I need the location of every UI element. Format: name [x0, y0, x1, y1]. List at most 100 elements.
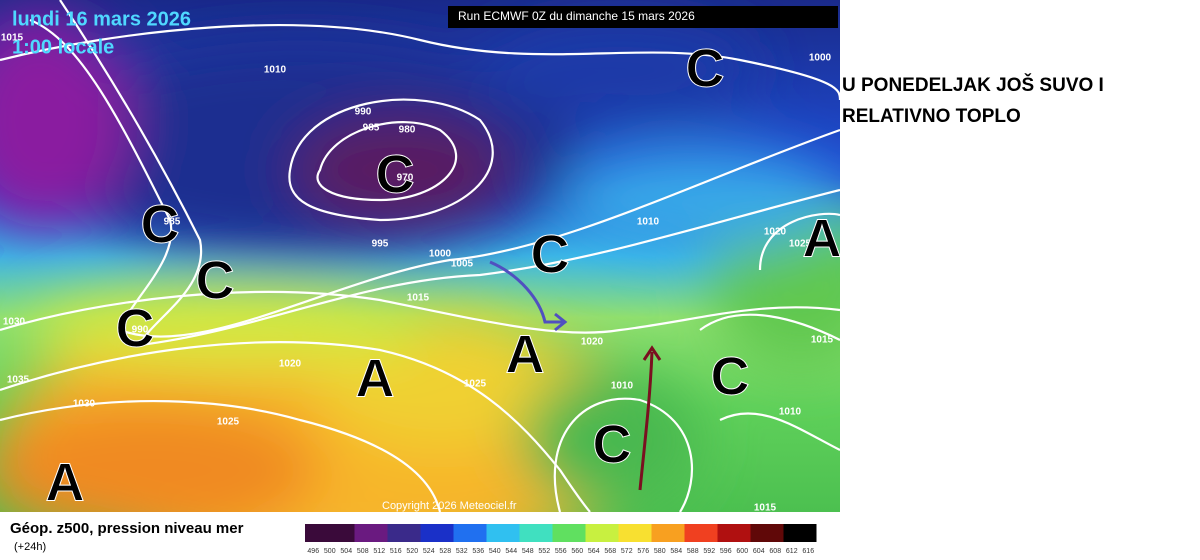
scale-swatch — [750, 524, 767, 542]
scale-swatch — [585, 524, 602, 542]
pressure-system: C — [686, 38, 725, 98]
scale-swatch — [338, 524, 355, 542]
scale-swatch — [701, 524, 718, 542]
scale-swatch — [602, 524, 619, 542]
copyright: Copyright 2026 Meteociel.fr — [382, 500, 517, 512]
isobars — [0, 0, 840, 512]
scale-label: 536 — [472, 548, 484, 555]
scale-swatch — [305, 524, 322, 542]
scale-label: 540 — [489, 548, 501, 555]
pressure-label: 990 — [132, 325, 149, 336]
scale-swatch — [503, 524, 520, 542]
pressure-system: C — [376, 144, 415, 204]
scale-label: 584 — [670, 548, 682, 555]
scale-swatch — [519, 524, 536, 542]
legend-title: Géop. z500, pression niveau mer — [10, 520, 244, 537]
scale-label: 560 — [571, 548, 583, 555]
pressure-system: A — [803, 208, 841, 268]
scale-swatch — [552, 524, 569, 542]
scale-label: 508 — [357, 548, 369, 555]
scale-label: 608 — [769, 548, 781, 555]
scale-swatch — [651, 524, 668, 542]
pressure-label: 1010 — [779, 407, 802, 418]
scale-label: 604 — [753, 548, 765, 555]
pressure-system: A — [506, 324, 545, 384]
pressure-system: C — [593, 414, 632, 474]
scale-label: 552 — [538, 548, 550, 555]
pressure-label: 1015 — [811, 335, 834, 346]
run-banner — [448, 6, 838, 28]
scale-label: 588 — [687, 548, 699, 555]
pressure-system: A — [356, 348, 395, 408]
scale-label: 516 — [390, 548, 402, 555]
scale-label: 504 — [340, 548, 352, 555]
pressure-label: 980 — [399, 125, 416, 136]
scale-label: 524 — [423, 548, 435, 555]
arrow-blue — [489, 260, 568, 332]
pressure-label: 1020 — [764, 227, 787, 238]
pressure-system: C — [116, 298, 155, 358]
pressure-label: 990 — [355, 107, 372, 118]
scale-label: 572 — [621, 548, 633, 555]
pressure-label: 1015 — [407, 293, 430, 304]
scale-label: 596 — [720, 548, 732, 555]
scale-label: 556 — [555, 548, 567, 555]
scale-swatch — [453, 524, 470, 542]
weather-map: Run ECMWF 0Z du dimanche 15 mars 2026 lu… — [0, 0, 840, 512]
time-label: 1:00 locale — [12, 36, 114, 58]
caption-line: RELATIVNO TOPLO — [842, 106, 1021, 127]
scale-label: 568 — [604, 548, 616, 555]
pressure-label: 995 — [372, 239, 389, 250]
scale-swatch — [536, 524, 553, 542]
pressure-label: 970 — [397, 173, 414, 184]
pressure-label: 1020 — [279, 359, 302, 370]
pressure-label: 1000 — [809, 53, 832, 64]
scale-swatch — [470, 524, 487, 542]
scale-label: 548 — [522, 548, 534, 555]
scale-label: 616 — [802, 548, 814, 555]
scale-label: 600 — [736, 548, 748, 555]
pressure-label: 1025 — [464, 379, 487, 390]
scale-swatch — [668, 524, 685, 542]
scale-swatch — [387, 524, 404, 542]
scale-label: 500 — [324, 548, 336, 555]
pressure-system: A — [46, 452, 85, 512]
scale-swatch — [734, 524, 751, 542]
scale-label: 580 — [654, 548, 666, 555]
scale-label: 576 — [637, 548, 649, 555]
pressure-label: 1005 — [451, 259, 474, 270]
scale-swatch — [486, 524, 503, 542]
pressure-system: C — [711, 346, 750, 406]
pressure-label: 1010 — [611, 381, 634, 392]
arrow-red — [638, 345, 662, 491]
scale-label: 592 — [703, 548, 715, 555]
scale-label: 564 — [588, 548, 600, 555]
legend-step: (+24h) — [14, 541, 47, 553]
scale-swatch — [684, 524, 701, 542]
scale-swatch — [404, 524, 421, 542]
scale-swatch — [420, 524, 437, 542]
color-scale: 496 500 504 508 512 516 520 524 528 532 536 540 544 5… — [305, 524, 817, 555]
run-label: Run ECMWF 0Z du dimanche 15 mars 2026 — [458, 9, 695, 23]
scale-label: 612 — [786, 548, 798, 555]
caption-line: U PONEDELJAK JOŠ SUVO I — [842, 75, 1104, 96]
scale-swatch — [717, 524, 734, 542]
scale-swatch — [800, 524, 817, 542]
pressure-label: 985 — [164, 217, 181, 228]
pressure-system: C — [196, 250, 235, 310]
scale-swatch — [767, 524, 784, 542]
scale-swatch — [437, 524, 454, 542]
scale-swatch — [354, 524, 371, 542]
scale-label: 528 — [439, 548, 451, 555]
pressure-label: 1020 — [581, 337, 604, 348]
pressure-label: 1015 — [754, 503, 777, 512]
pressure-system: C — [531, 224, 570, 284]
scale-label: 544 — [505, 548, 517, 555]
scale-swatch — [618, 524, 635, 542]
scale-swatch — [371, 524, 388, 542]
scale-label: 512 — [373, 548, 385, 555]
pressure-label: 1025 — [789, 239, 812, 250]
scale-swatch — [321, 524, 338, 542]
pressure-label: 1035 — [7, 375, 30, 386]
